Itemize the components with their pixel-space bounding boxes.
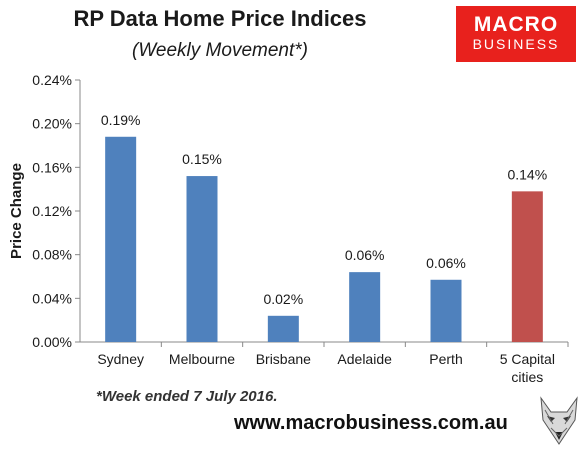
- y-tick-label: 0.00%: [32, 334, 72, 350]
- chart-title: RP Data Home Price Indices: [73, 6, 367, 31]
- data-label: 0.06%: [345, 247, 385, 263]
- y-tick-label: 0.12%: [32, 203, 72, 219]
- category-label: Melbourne: [169, 351, 235, 367]
- category-label: 5 Capital: [500, 351, 555, 367]
- category-label: Perth: [429, 351, 462, 367]
- category-label: Brisbane: [256, 351, 311, 367]
- y-tick-label: 0.08%: [32, 247, 72, 263]
- bar: [349, 272, 381, 342]
- bar: [267, 315, 299, 342]
- bar: [105, 136, 137, 342]
- data-label: 0.15%: [182, 151, 222, 167]
- bar: [511, 191, 543, 342]
- category-label: cities: [511, 369, 543, 385]
- data-label: 0.02%: [263, 291, 303, 307]
- y-axis-title: Price Change: [8, 163, 25, 259]
- logo-line-2: BUSINESS: [472, 36, 560, 52]
- logo-line-1: MACRO: [473, 13, 559, 36]
- website-url: www.macrobusiness.com.au: [234, 412, 508, 434]
- macrobusiness-logo: MACRO BUSINESS: [456, 6, 576, 62]
- bar: [186, 176, 218, 342]
- category-label: Adelaide: [337, 351, 392, 367]
- category-label: Sydney: [97, 351, 144, 367]
- chart-subtitle: (Weekly Movement*): [132, 40, 308, 61]
- data-label: 0.14%: [507, 166, 547, 182]
- data-label: 0.19%: [101, 112, 141, 128]
- y-tick-label: 0.16%: [32, 159, 72, 175]
- y-tick-label: 0.04%: [32, 290, 72, 306]
- footnote: *Week ended 7 July 2016.: [96, 388, 278, 405]
- y-tick-label: 0.24%: [32, 72, 72, 88]
- fox-mascot-icon: [540, 396, 578, 445]
- bar: [430, 279, 462, 342]
- y-tick-label: 0.20%: [32, 116, 72, 132]
- data-label: 0.06%: [426, 255, 466, 271]
